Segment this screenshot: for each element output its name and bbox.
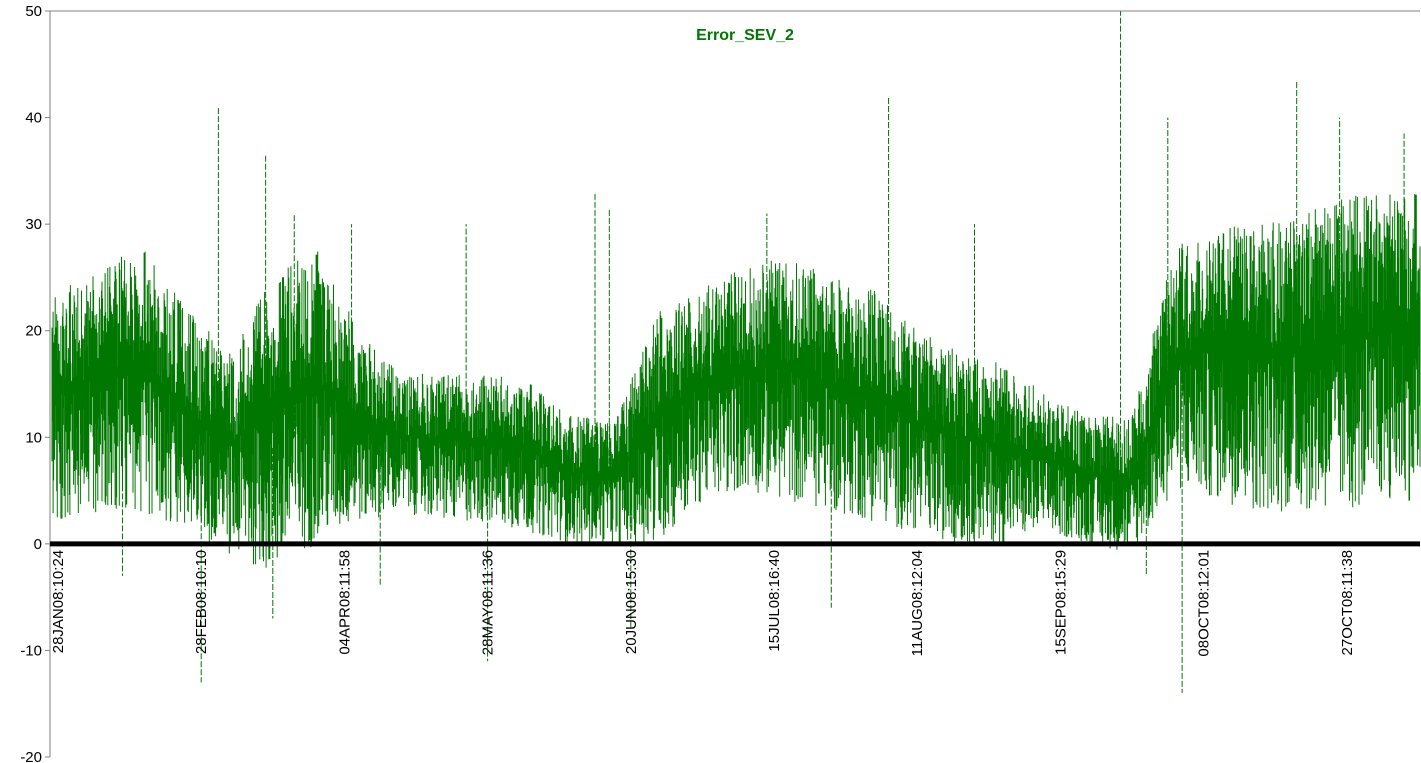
x-tick-label: 28MAY08:11:36 [480, 550, 497, 655]
x-tick-label: 11AUG08:12:04 [909, 550, 926, 656]
x-tick-label: 08OCT08:12:01 [1196, 550, 1213, 657]
x-tick-label: 04APR08:11:58 [336, 550, 353, 655]
x-tick-label: 15JUL08:16:40 [766, 550, 783, 652]
x-tick-label: 15SEP08:15:29 [1052, 550, 1069, 655]
x-tick-label: 28JAN08:10:24 [50, 550, 67, 653]
series-line [51, 194, 1421, 568]
x-tick-label: 20JUN08:15:30 [623, 550, 640, 654]
x-tick-label: 28FEB08:10:10 [193, 550, 210, 654]
y-tick-label: -10 [20, 642, 42, 659]
y-tick-label: 30 [25, 216, 42, 233]
y-tick-label: 20 [25, 323, 42, 340]
series-layer [51, 11, 1421, 694]
y-tick-label: 10 [25, 429, 42, 446]
chart-title: Error_SEV_2 [696, 27, 794, 44]
y-tick-label: 40 [25, 110, 42, 127]
y-tick-label: 0 [34, 536, 42, 553]
y-tick-label: -20 [20, 749, 42, 763]
axis-layer: -20 -10 0 10 20 30 40 50 28JAN08:10:24 28FEB08:10… [20, 3, 1420, 763]
y-tick-label: 50 [25, 3, 42, 20]
x-tick-label: 27OCT08:11:38 [1339, 550, 1356, 656]
